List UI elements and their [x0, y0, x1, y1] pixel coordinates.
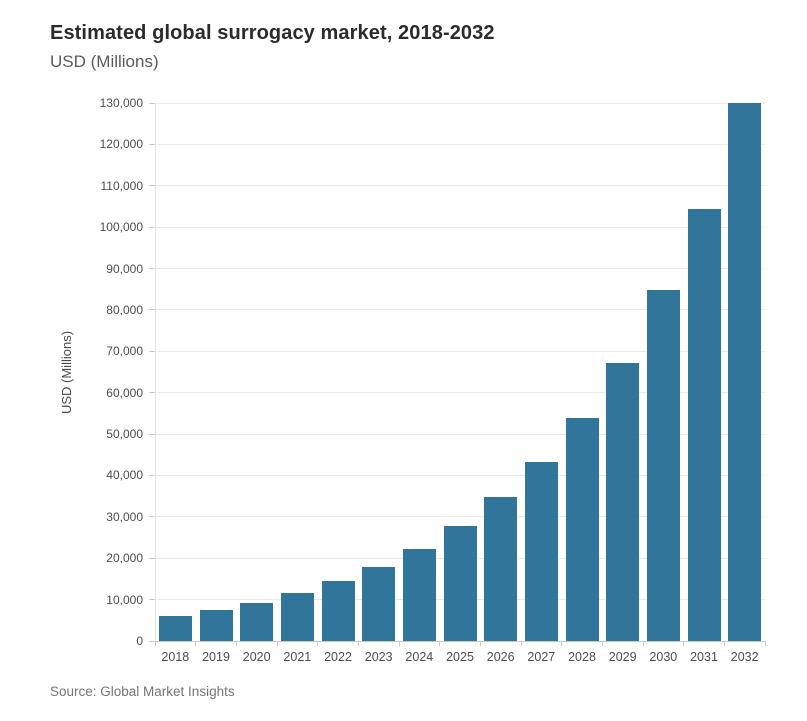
- y-axis-tick: [149, 143, 155, 145]
- gridline: [155, 474, 765, 476]
- x-axis-tick: [439, 641, 441, 646]
- gridline: [155, 226, 765, 228]
- x-tick-label-2031: 2031: [690, 650, 718, 664]
- x-axis-tick: [357, 641, 359, 646]
- x-tick-label-2019: 2019: [202, 650, 230, 664]
- x-axis-tick: [764, 641, 766, 646]
- gridline: [155, 268, 765, 270]
- y-axis-tick: [149, 433, 155, 435]
- x-axis-tick: [642, 641, 644, 646]
- x-tick-label-2027: 2027: [527, 650, 556, 664]
- gridline: [155, 433, 765, 435]
- y-tick-label: 50,000: [106, 427, 143, 442]
- y-axis-line: [155, 103, 156, 641]
- x-axis-tick: [520, 641, 522, 646]
- x-tick-label-2029: 2029: [608, 650, 637, 664]
- y-axis-tick: [149, 268, 155, 270]
- y-tick-label: 80,000: [106, 302, 143, 317]
- x-axis-baseline: [155, 640, 765, 642]
- x-axis-tick: [276, 641, 278, 646]
- y-tick-label: 10,000: [106, 592, 143, 607]
- x-tick-label-2018: 2018: [161, 650, 190, 664]
- chart-title: Estimated global surrogacy market, 2018-…: [50, 22, 495, 44]
- bar-2030: [646, 290, 680, 641]
- x-axis-tick: [601, 641, 603, 646]
- bar-2022: [321, 581, 355, 641]
- x-axis-tick: [561, 641, 563, 646]
- bar-2021: [280, 593, 314, 641]
- bar-2032: [728, 103, 762, 641]
- y-axis-tick: [149, 640, 155, 642]
- y-axis-tick: [149, 392, 155, 394]
- gridline: [155, 102, 765, 104]
- source-note: Source: Global Market Insights: [50, 684, 235, 699]
- y-tick-label: 40,000: [106, 468, 143, 483]
- x-axis-tick: [683, 641, 685, 646]
- gridline: [155, 516, 765, 518]
- bar-2027: [524, 462, 558, 641]
- y-axis-tick: [149, 599, 155, 601]
- x-tick-label-2028: 2028: [568, 650, 596, 664]
- y-axis-tick: [149, 516, 155, 518]
- x-tick-label-2022: 2022: [324, 650, 352, 664]
- y-tick-label: 20,000: [106, 551, 143, 566]
- bar-2019: [199, 610, 233, 641]
- x-tick-label-2030: 2030: [649, 650, 678, 664]
- bar-2024: [402, 548, 436, 641]
- y-axis-tick: [149, 309, 155, 311]
- x-axis-tick: [235, 641, 237, 646]
- y-tick-label: 30,000: [106, 509, 143, 524]
- y-axis-tick: [149, 102, 155, 104]
- y-axis-tick: [149, 474, 155, 476]
- gridline: [155, 143, 765, 145]
- y-axis-tick: [149, 350, 155, 352]
- y-tick-label: 120,000: [99, 137, 143, 152]
- y-axis-tick: [149, 557, 155, 559]
- gridline: [155, 185, 765, 187]
- bar-2018: [158, 616, 192, 641]
- x-axis-tick: [398, 641, 400, 646]
- x-tick-label-2032: 2032: [730, 650, 759, 664]
- y-tick-label: 130,000: [99, 96, 143, 110]
- plot-area: 0 10,000 20,000 30,000 40,000 50,000 60,000 70,…: [100, 96, 766, 664]
- chart-subtitle: USD (Millions): [50, 52, 159, 71]
- x-axis-tick: [317, 641, 319, 646]
- y-axis-tick: [149, 185, 155, 187]
- bar-2023: [362, 567, 396, 641]
- x-tick-label-2026: 2026: [486, 650, 515, 664]
- x-tick-label-2023: 2023: [364, 650, 393, 664]
- x-axis-tick: [723, 641, 725, 646]
- y-axis-title-label: USD (Millions): [59, 330, 75, 414]
- y-tick-label: 60,000: [106, 385, 143, 400]
- x-tick-label-2020: 2020: [242, 650, 271, 664]
- x-tick-label-2024: 2024: [405, 650, 434, 664]
- x-tick-label-2021: 2021: [283, 650, 312, 664]
- y-tick-label: 0: [136, 634, 143, 648]
- bar-2026: [484, 497, 518, 641]
- y-tick-label: 90,000: [106, 261, 143, 276]
- gridline: [155, 392, 765, 394]
- gridline: [155, 350, 765, 352]
- bar-2025: [443, 525, 477, 641]
- bar-2031: [687, 209, 721, 641]
- bar-2020: [240, 602, 274, 641]
- x-axis-tick: [479, 641, 481, 646]
- gridline: [155, 309, 765, 311]
- x-tick-label-2025: 2025: [446, 650, 474, 664]
- x-axis-tick: [195, 641, 197, 646]
- bar-2029: [606, 362, 640, 641]
- y-tick-label: 100,000: [99, 220, 143, 235]
- x-axis-tick: [154, 641, 156, 646]
- y-tick-label: 70,000: [106, 344, 143, 359]
- bar-2028: [565, 417, 599, 641]
- y-axis-tick: [149, 226, 155, 228]
- y-tick-label: 110,000: [100, 178, 144, 193]
- y-axis-title: USD (Millions): [56, 103, 78, 641]
